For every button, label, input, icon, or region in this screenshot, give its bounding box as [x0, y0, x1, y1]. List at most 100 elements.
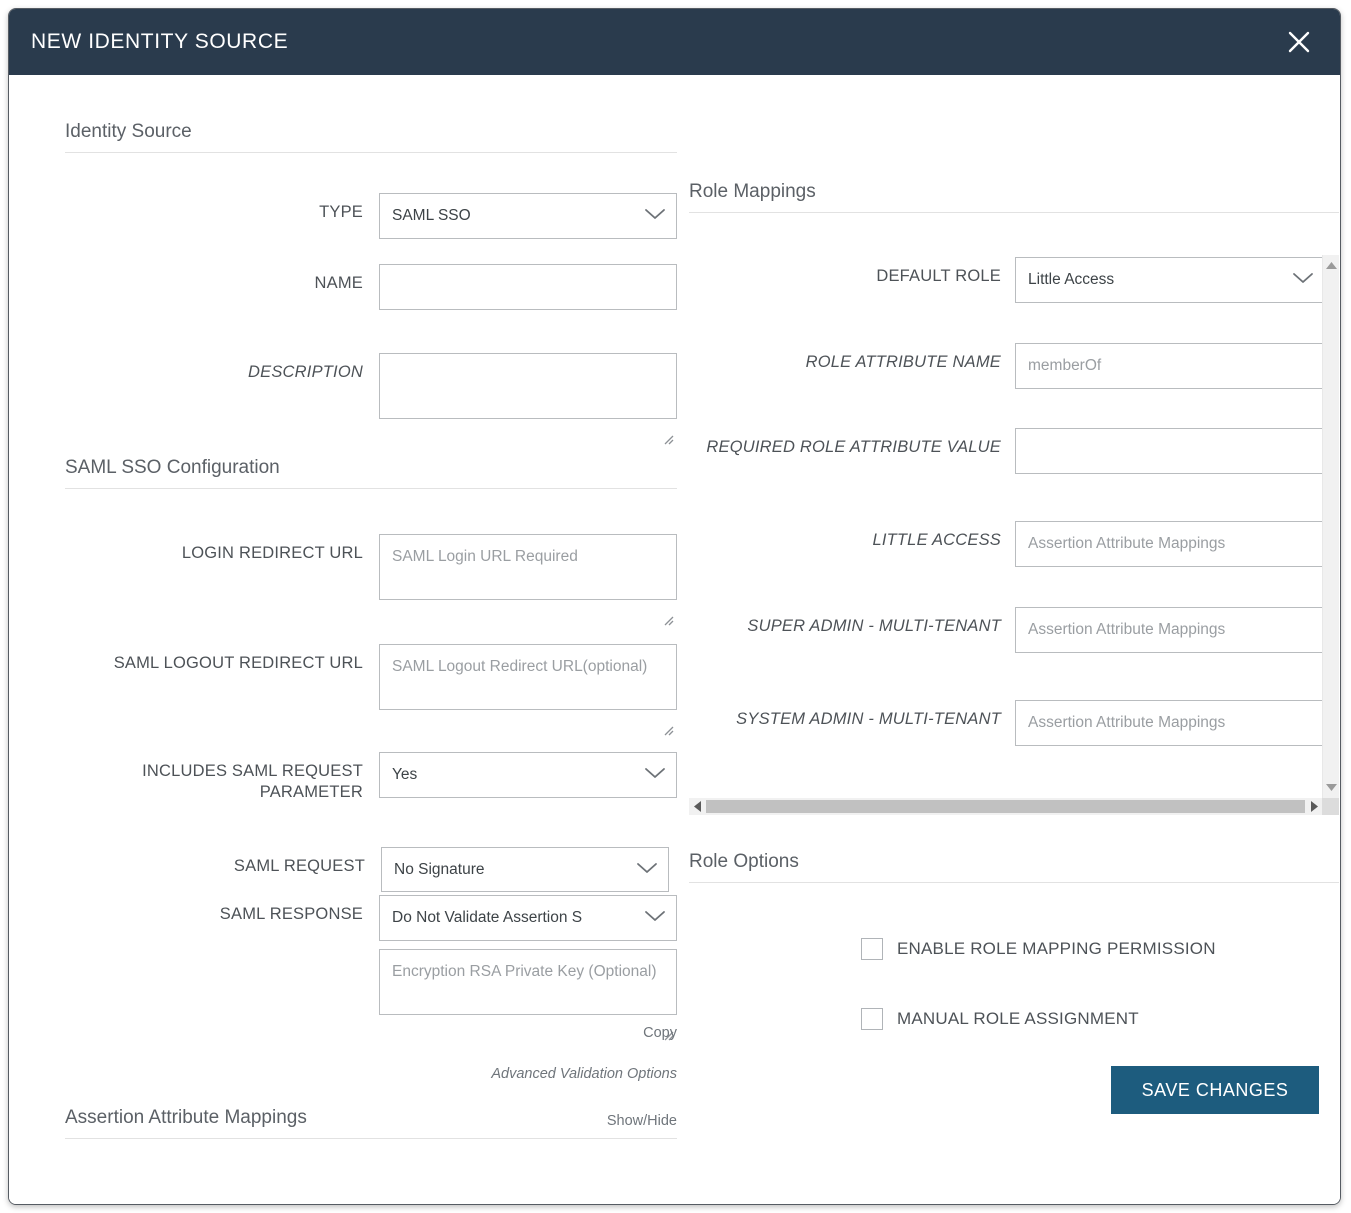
control-login-redirect-url: SAML Login URL Required [379, 534, 677, 626]
resize-grip-icon [660, 694, 674, 736]
field-row-type: TYPE SAML SSO [57, 193, 677, 239]
description-textarea[interactable] [379, 353, 677, 445]
checkbox-enable-role-mapping-permission[interactable]: ENABLE ROLE MAPPING PERMISSION [861, 938, 1216, 960]
system-admin-multi-tenant-placeholder: Assertion Attribute Mappings [1028, 714, 1226, 731]
advanced-validation-options-link[interactable]: Advanced Validation Options [491, 1066, 677, 1082]
section-title-saml-config: SAML SSO Configuration [65, 457, 280, 478]
section-title-role-mappings: Role Mappings [689, 181, 816, 202]
super-admin-multi-tenant-input[interactable]: Assertion Attribute Mappings [1015, 607, 1325, 653]
chevron-down-icon [644, 766, 666, 784]
control-system-admin-multi-tenant: Assertion Attribute Mappings [1015, 700, 1325, 746]
checkbox-manual-role-assignment[interactable]: MANUAL ROLE ASSIGNMENT [861, 1008, 1139, 1030]
includes-saml-request-parameter-value: Yes [392, 766, 418, 783]
scroll-up-arrow-icon[interactable] [1323, 257, 1340, 274]
chevron-down-icon [644, 207, 666, 225]
close-icon[interactable] [1272, 15, 1326, 69]
login-redirect-url-placeholder: SAML Login URL Required [392, 548, 578, 565]
saml-response-select[interactable]: Do Not Validate Assertion S [379, 895, 677, 941]
super-admin-multi-tenant-placeholder: Assertion Attribute Mappings [1028, 621, 1226, 638]
system-admin-multi-tenant-input[interactable]: Assertion Attribute Mappings [1015, 700, 1325, 746]
scroll-right-arrow-icon[interactable] [1306, 798, 1322, 815]
section-role-options-header: Role Options [689, 851, 1339, 883]
section-saml-config-header: SAML SSO Configuration [65, 457, 677, 489]
control-includes-saml-request-parameter: Yes [379, 752, 677, 798]
field-row-encryption-key: Encryption RSA Private Key (Optional) [57, 949, 677, 1041]
label-saml-request: SAML REQUEST [233, 857, 365, 875]
chevron-down-icon [636, 861, 658, 879]
type-select-value: SAML SSO [392, 207, 471, 224]
label-super-admin-multi-tenant: SUPER ADMIN - MULTI-TENANT [747, 617, 1001, 635]
label-default-role: DEFAULT ROLE [876, 267, 1001, 285]
saml-logout-redirect-url-textarea[interactable]: SAML Logout Redirect URL(optional) [379, 644, 677, 736]
dialog-body: Identity Source TYPE SAML SSO [9, 75, 1340, 1204]
default-role-select[interactable]: Little Access [1015, 257, 1325, 303]
control-encryption-key: Encryption RSA Private Key (Optional) [379, 949, 677, 1041]
label-system-admin-multi-tenant: SYSTEM ADMIN - MULTI-TENANT [736, 710, 1001, 728]
label-description: DESCRIPTION [248, 363, 363, 381]
field-row-system-admin-multi-tenant: SYSTEM ADMIN - MULTI-TENANT Assertion At… [679, 700, 1329, 746]
field-row-required-role-attribute-value: REQUIRED ROLE ATTRIBUTE VALUE [679, 428, 1329, 474]
checkbox-label: MANUAL ROLE ASSIGNMENT [897, 1009, 1139, 1028]
encryption-key-textarea[interactable]: Encryption RSA Private Key (Optional) [379, 949, 677, 1041]
chevron-down-icon [1292, 271, 1314, 289]
scrollbar-corner [1322, 798, 1339, 815]
new-identity-source-dialog: NEW IDENTITY SOURCE Identity Source TYPE [8, 8, 1341, 1205]
field-row-little-access: LITTLE ACCESS Assertion Attribute Mappin… [679, 521, 1329, 567]
control-type: SAML SSO [379, 193, 677, 239]
field-row-includes-saml-request-parameter: INCLUDES SAML REQUEST PARAMETER Yes [57, 752, 677, 803]
resize-grip-icon [660, 584, 674, 626]
label-type: TYPE [319, 203, 363, 221]
saml-request-select[interactable]: No Signature [381, 847, 669, 892]
label-saml-logout-redirect-url: SAML LOGOUT REDIRECT URL [113, 654, 363, 672]
little-access-placeholder: Assertion Attribute Mappings [1028, 535, 1226, 552]
section-title-role-options: Role Options [689, 851, 799, 872]
control-little-access: Assertion Attribute Mappings [1015, 521, 1325, 567]
control-super-admin-multi-tenant: Assertion Attribute Mappings [1015, 607, 1325, 653]
field-row-saml-request: SAML REQUEST No Signature [57, 847, 677, 892]
section-assertion-attribute-mappings-header: Assertion Attribute Mappings Show/Hide [65, 1107, 677, 1139]
control-default-role: Little Access [1015, 257, 1325, 303]
horizontal-scroll-thumb[interactable] [706, 800, 1305, 813]
name-input[interactable] [379, 264, 677, 310]
default-role-value: Little Access [1028, 271, 1115, 288]
control-description [379, 353, 677, 445]
role-attribute-name-input[interactable]: memberOf [1015, 343, 1325, 389]
section-title-assertion-attribute-mappings: Assertion Attribute Mappings [65, 1107, 307, 1128]
chevron-down-icon [644, 909, 666, 927]
control-name [379, 264, 677, 310]
dialog-title: NEW IDENTITY SOURCE [31, 30, 289, 53]
checkbox-box[interactable] [861, 1008, 883, 1030]
label-login-redirect-url: LOGIN REDIRECT URL [181, 544, 363, 562]
little-access-input[interactable]: Assertion Attribute Mappings [1015, 521, 1325, 567]
role-mappings-horizontal-scrollbar[interactable] [689, 798, 1322, 815]
control-role-attribute-name: memberOf [1015, 343, 1325, 389]
label-role-attribute-name: ROLE ATTRIBUTE NAME [805, 353, 1001, 371]
copy-link[interactable]: Copy [643, 1025, 677, 1041]
control-saml-logout-redirect-url: SAML Logout Redirect URL(optional) [379, 644, 677, 736]
type-select[interactable]: SAML SSO [379, 193, 677, 239]
label-encryption-key-spacer [57, 949, 363, 958]
login-redirect-url-textarea[interactable]: SAML Login URL Required [379, 534, 677, 626]
show-hide-link[interactable]: Show/Hide [606, 1113, 677, 1129]
checkbox-box[interactable] [861, 938, 883, 960]
save-changes-button[interactable]: SAVE CHANGES [1111, 1066, 1319, 1114]
field-row-default-role: DEFAULT ROLE Little Access [679, 257, 1329, 303]
field-row-description: DESCRIPTION [57, 353, 677, 445]
includes-saml-request-parameter-select[interactable]: Yes [379, 752, 677, 798]
dialog-titlebar: NEW IDENTITY SOURCE [9, 9, 1340, 75]
label-little-access: LITTLE ACCESS [872, 531, 1001, 549]
checkbox-label: ENABLE ROLE MAPPING PERMISSION [897, 939, 1216, 958]
scroll-down-arrow-icon[interactable] [1323, 779, 1340, 796]
field-row-saml-response: SAML RESPONSE Do Not Validate Assertion … [57, 895, 677, 941]
resize-grip-icon [660, 403, 674, 445]
section-role-mappings-header: Role Mappings [689, 181, 1339, 213]
scroll-left-arrow-icon[interactable] [689, 798, 705, 815]
field-row-login-redirect-url: LOGIN REDIRECT URL SAML Login URL Requir… [57, 534, 677, 626]
encryption-key-placeholder: Encryption RSA Private Key (Optional) [392, 963, 657, 980]
role-mappings-vertical-scrollbar[interactable] [1322, 255, 1339, 798]
role-attribute-name-placeholder: memberOf [1028, 357, 1102, 374]
required-role-attribute-value-input[interactable] [1015, 428, 1325, 474]
label-name: NAME [314, 274, 363, 292]
section-identity-source-header: Identity Source [65, 121, 677, 153]
